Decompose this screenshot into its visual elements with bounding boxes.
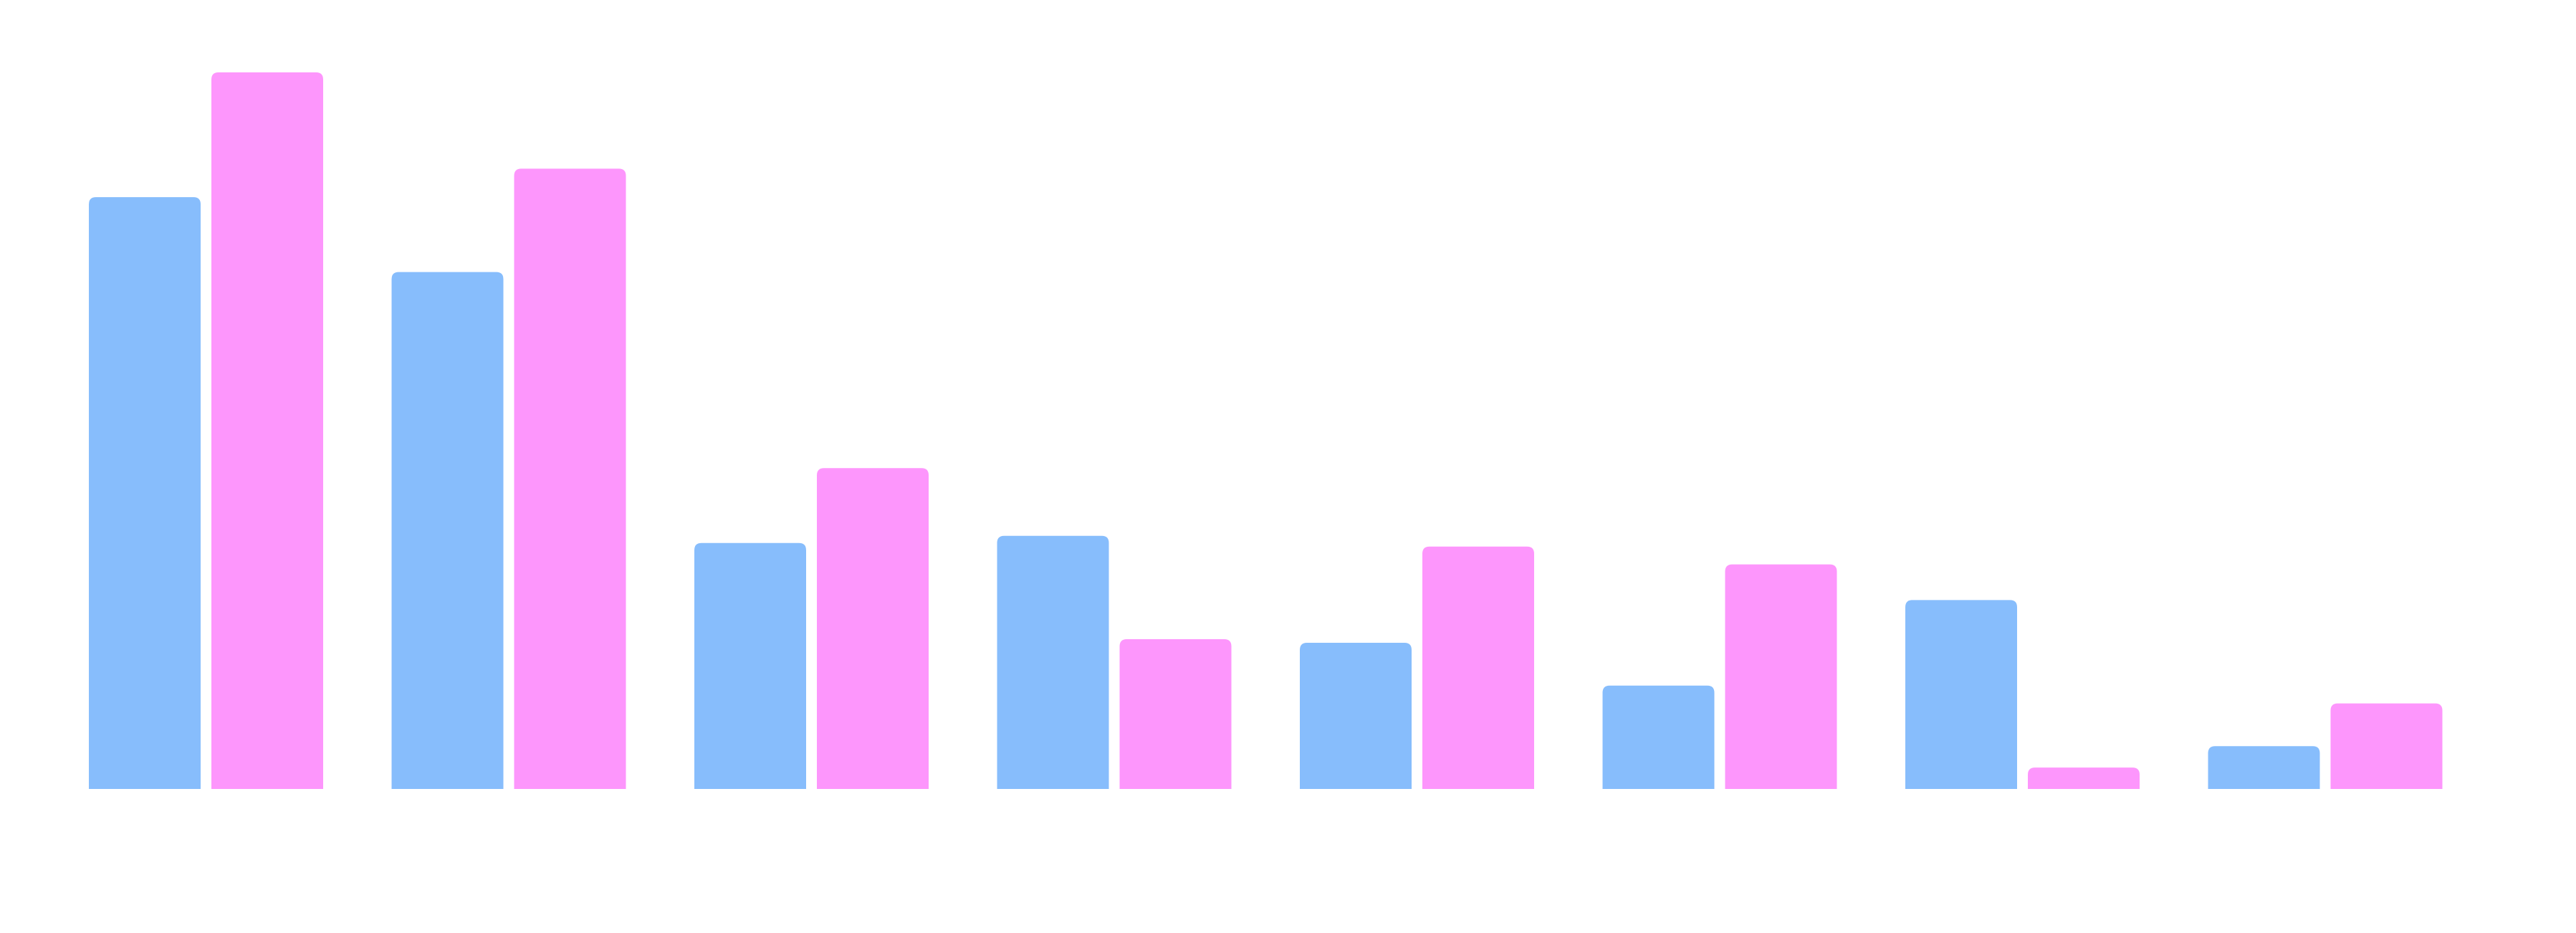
bar-series-1-item-6 bbox=[1602, 685, 1715, 789]
bars-layer bbox=[89, 72, 2443, 790]
bar-series-1-item-4 bbox=[997, 535, 1109, 789]
bar-series-2-item-7 bbox=[2028, 767, 2140, 789]
bar-series-2-item-3 bbox=[817, 468, 929, 789]
bar-series-2-item-4 bbox=[1119, 639, 1232, 789]
bar-series-2-item-5 bbox=[1422, 546, 1534, 789]
bar-series-1-item-8 bbox=[2208, 746, 2320, 789]
bar-series-1-item-1 bbox=[89, 197, 201, 789]
bar-series-1-item-7 bbox=[1905, 600, 2017, 789]
bar-series-1-item-3 bbox=[694, 542, 806, 789]
bar-series-2-item-6 bbox=[1725, 564, 1837, 789]
bar-series-1-item-5 bbox=[1300, 643, 1412, 789]
bar-series-2-item-2 bbox=[514, 168, 626, 789]
bar-series-1-item-2 bbox=[391, 272, 504, 790]
bar-series-2-item-8 bbox=[2330, 703, 2443, 789]
bar-series-2-item-1 bbox=[211, 72, 323, 789]
